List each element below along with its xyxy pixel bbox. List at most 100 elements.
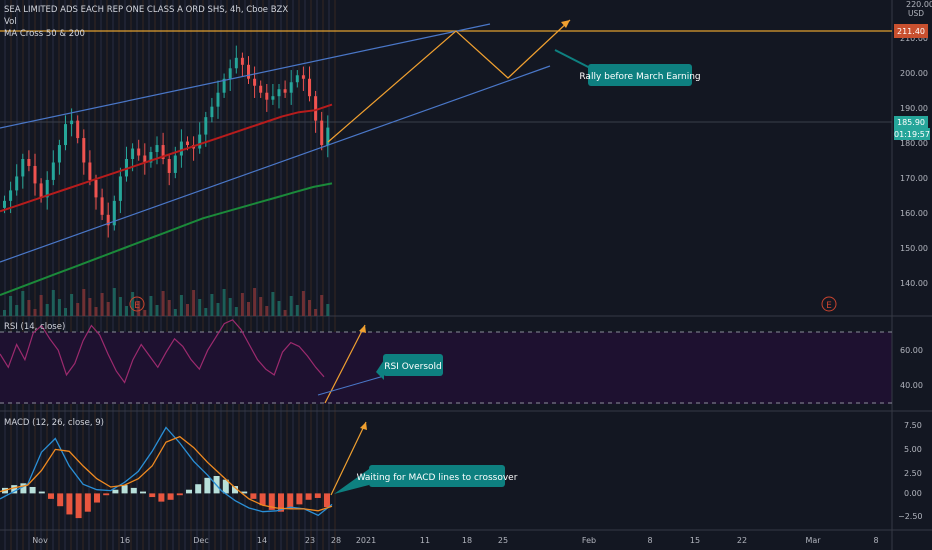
candle-body: [234, 57, 238, 69]
time-tick: 11: [420, 536, 430, 545]
channel-lower-line[interactable]: [0, 65, 551, 263]
candle-body: [33, 165, 37, 184]
candle-body: [277, 89, 281, 97]
bar-timer-tag-text: 01:19:57: [894, 130, 930, 139]
last-price-tag[interactable]: [894, 116, 928, 128]
candle-body: [88, 162, 92, 180]
time-tick: 28: [331, 536, 341, 545]
macd-hist-bar: [29, 486, 36, 494]
time-tick: 2021: [356, 536, 376, 545]
macd-hist-bar: [278, 493, 284, 512]
rsi-callout[interactable]: [383, 354, 443, 376]
session-stripe: [28, 0, 30, 550]
session-stripe: [166, 0, 168, 550]
candle-body: [198, 134, 202, 149]
rsi-label[interactable]: RSI (14, close): [4, 322, 65, 332]
macd-hist-bar: [103, 493, 110, 496]
candle-body: [131, 148, 135, 159]
earnings-marker-right[interactable]: [821, 296, 837, 312]
session-stripe: [298, 0, 300, 550]
session-stripe: [214, 0, 216, 550]
macd-tick: −2.50: [898, 512, 923, 521]
session-stripe: [220, 0, 222, 550]
symbol-title[interactable]: SEA LIMITED ADS EACH REP ONE CLASS A ORD…: [4, 5, 288, 15]
time-tick: 25: [498, 536, 508, 545]
session-stripe: [268, 0, 270, 550]
macd-histogram: [2, 475, 330, 519]
macd-tick: 2.50: [904, 469, 922, 478]
volume-bar: [76, 303, 80, 316]
rsi-projection-arrow[interactable]: [324, 324, 366, 404]
time-axis[interactable]: Nov 16 Dec 14 23 28 2021 11 18 25 Feb 8 15 22 Mar 8: [32, 536, 878, 545]
volume-bar: [51, 290, 55, 316]
candle-body: [94, 179, 98, 198]
ma-label[interactable]: MA Cross 50 & 200: [4, 29, 85, 39]
session-stripe: [106, 0, 108, 550]
macd-hist-bar: [20, 483, 27, 494]
volume-bar: [240, 293, 244, 316]
volume-bar: [289, 296, 293, 316]
macd-hist-bar: [305, 493, 312, 500]
price-tick: 170.00: [900, 174, 928, 183]
macd-projection-arrow[interactable]: [330, 421, 367, 496]
macd-hist-bar: [158, 493, 165, 502]
bar-timer-tag[interactable]: [894, 128, 930, 140]
session-stripe: [328, 0, 330, 550]
volume-bar: [210, 294, 214, 316]
session-stripe: [172, 0, 174, 550]
macd-hist-bar: [186, 489, 192, 494]
candle-body: [240, 57, 244, 65]
session-stripe: [322, 0, 324, 550]
macd-hist-bar: [259, 493, 266, 506]
earnings-marker-left-label: E: [134, 301, 140, 311]
volume-bar: [271, 292, 275, 316]
earnings-marker-left[interactable]: [129, 296, 145, 312]
candle-body: [45, 179, 49, 198]
candle-body: [326, 127, 330, 146]
session-stripe: [316, 0, 318, 550]
rsi-tick: 60.00: [900, 346, 923, 355]
projection-path[interactable]: [327, 19, 571, 143]
volume-bar: [57, 299, 61, 316]
rally-callout[interactable]: [588, 64, 692, 86]
macd-hist-bar: [296, 493, 303, 505]
candle-body: [222, 78, 226, 93]
session-stripe: [232, 0, 234, 550]
volume-bars: [3, 288, 330, 316]
price-tick: 150.00: [900, 244, 928, 253]
macd-label[interactable]: MACD (12, 26, close, 9): [4, 418, 104, 428]
channel-upper-line[interactable]: [0, 23, 491, 129]
volume-bar: [265, 306, 269, 316]
rsi-trendline: [317, 375, 385, 396]
candle-body: [314, 96, 318, 121]
volume-bar: [9, 296, 13, 316]
session-stripe: [130, 0, 132, 550]
macd-hist-bar: [149, 493, 156, 498]
candle-body: [76, 120, 80, 139]
time-tick: Nov: [32, 536, 48, 545]
candle-body: [51, 162, 55, 180]
price-tick: 190.00: [900, 104, 928, 113]
macd-callout-pointer: [334, 469, 369, 494]
price-axis[interactable]: 220.00 USD 210.00 200.00 190.00 180.00 1…: [900, 0, 932, 288]
candle-body: [70, 120, 74, 125]
volume-bar: [88, 298, 92, 316]
target-price-tag-text: 211.40: [897, 27, 925, 36]
session-stripe: [292, 0, 294, 550]
volume-bar: [308, 300, 311, 316]
volume-bar: [15, 305, 19, 316]
candle-body: [161, 145, 165, 159]
last-price-tag-text: 185.90: [897, 118, 925, 127]
volume-bar: [45, 304, 49, 316]
candle-body: [15, 176, 19, 191]
target-price-tag[interactable]: [894, 24, 928, 38]
candle-body: [64, 124, 67, 146]
macd-tick: 0.00: [904, 489, 922, 498]
macd-hist-bar: [232, 486, 238, 494]
candle-body: [259, 85, 263, 93]
volume-bar: [186, 304, 189, 316]
macd-callout[interactable]: [369, 465, 505, 487]
vol-label[interactable]: Vol: [4, 17, 17, 27]
volume-bar: [21, 291, 25, 316]
